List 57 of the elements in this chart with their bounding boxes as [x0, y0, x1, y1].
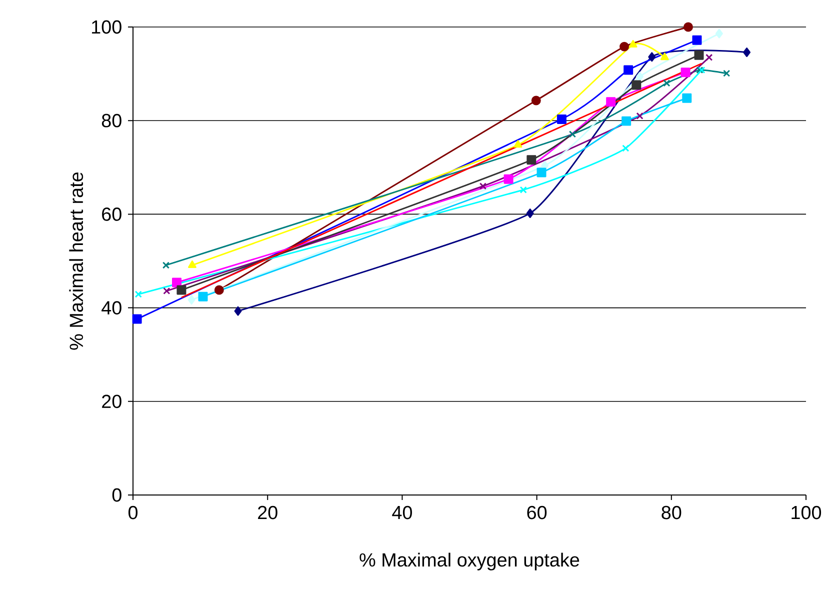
point	[172, 278, 182, 288]
point	[234, 306, 242, 316]
y-tick-label: 40	[102, 301, 122, 314]
y-axis-title: % Maximal heart rate	[69, 172, 84, 350]
y-tick-label: 0	[112, 488, 122, 502]
point	[514, 140, 522, 148]
point	[743, 48, 751, 58]
x-tick-label: 0	[128, 506, 138, 520]
point	[188, 260, 196, 268]
point	[636, 112, 644, 120]
point	[134, 290, 142, 298]
point	[663, 80, 670, 87]
point	[715, 28, 723, 38]
point	[198, 292, 208, 302]
point	[162, 262, 170, 269]
x-tick-label: 20	[258, 506, 278, 520]
point	[536, 168, 546, 178]
point	[682, 93, 692, 103]
point	[163, 287, 170, 295]
point	[176, 285, 186, 295]
y-tick-label: 20	[102, 394, 122, 408]
point	[680, 68, 690, 78]
point	[214, 285, 224, 295]
point	[694, 50, 704, 60]
point	[648, 52, 656, 62]
point	[632, 80, 642, 90]
point	[504, 174, 514, 184]
point	[526, 208, 534, 218]
point	[526, 155, 536, 165]
y-tick-label: 100	[92, 20, 122, 34]
point	[628, 40, 638, 48]
point	[692, 35, 702, 45]
point	[622, 144, 630, 152]
point	[660, 52, 669, 60]
point	[520, 186, 527, 194]
point	[706, 54, 713, 61]
x-tick-label: 80	[662, 506, 682, 520]
x-tick-label: 60	[527, 506, 547, 520]
point	[132, 314, 142, 324]
x-tick-label: 100	[792, 506, 822, 520]
point	[568, 130, 576, 138]
point	[479, 182, 487, 190]
point	[556, 114, 566, 124]
point	[622, 116, 632, 126]
point	[541, 160, 549, 170]
x-tick-label: 40	[392, 506, 412, 520]
point	[606, 97, 616, 107]
point	[624, 65, 634, 75]
point	[683, 22, 693, 32]
y-tick-label: 60	[102, 207, 122, 221]
point	[620, 42, 630, 52]
point	[636, 72, 644, 82]
point	[531, 96, 541, 106]
point	[723, 70, 730, 77]
y-tick-label: 80	[102, 114, 122, 128]
point	[188, 295, 196, 305]
x-axis-title: % Maximal oxygen uptake	[360, 552, 580, 570]
